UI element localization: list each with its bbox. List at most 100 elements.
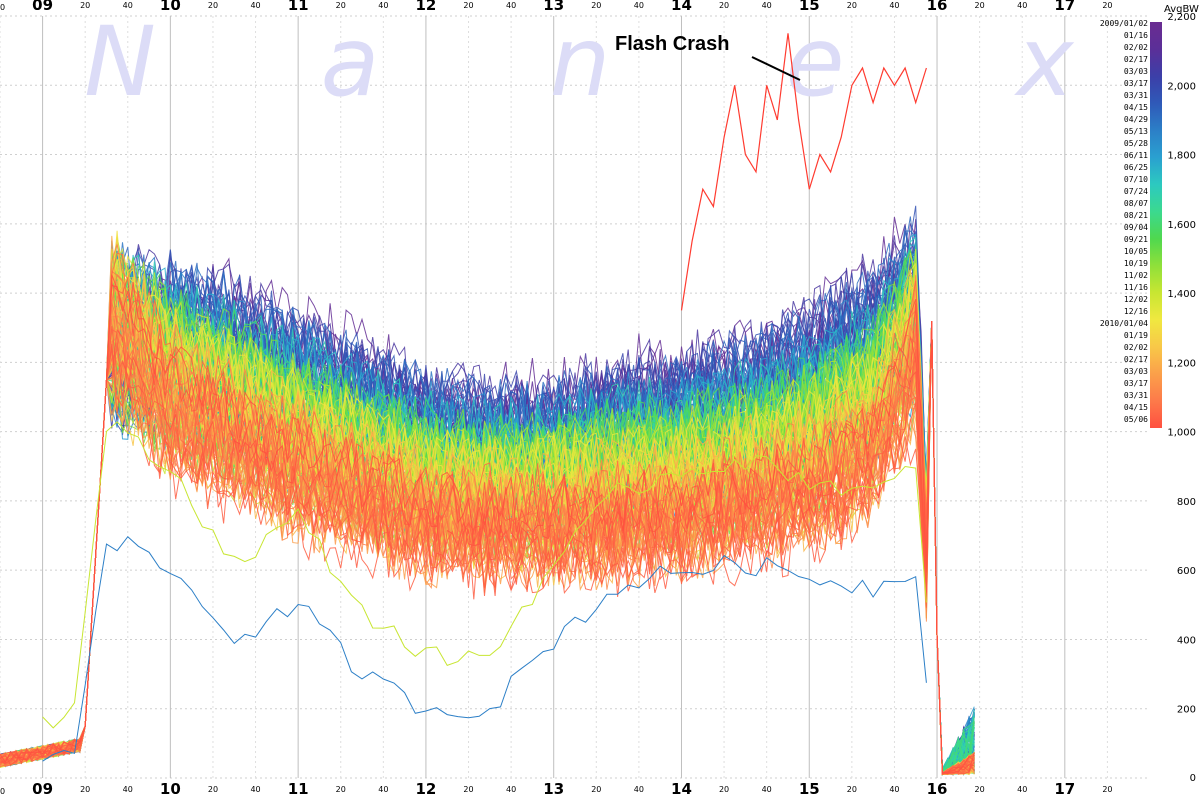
colorbar-date-label: 04/15 xyxy=(1124,403,1148,412)
colorbar-date-label: 01/16 xyxy=(1124,31,1148,40)
series-line-outlier xyxy=(42,421,927,729)
x-minute-label-bottom: 20 xyxy=(80,785,90,794)
x-minute-label-top: 40 xyxy=(123,1,133,10)
colorbar-date-label: 06/11 xyxy=(1124,151,1148,160)
colorbar-legend: AvgBW 2009/01/02 01/16 02/02 02/17 03/03 03/17… xyxy=(1100,4,1199,428)
series-line xyxy=(0,321,975,775)
colorbar-date-label: 07/24 xyxy=(1124,187,1148,196)
watermark-letter: x xyxy=(1014,6,1075,118)
x-minute-label-bottom: 20 xyxy=(719,785,729,794)
x-hour-label-bottom: 11 xyxy=(288,780,309,798)
x-minute-label-top: 40 xyxy=(250,1,260,10)
x-hour-label-bottom: 13 xyxy=(543,780,564,798)
x-hour-label-bottom: 12 xyxy=(415,780,436,798)
colorbar-date-label: 03/17 xyxy=(1124,79,1148,88)
watermark-letter: n xyxy=(550,6,611,118)
x-hour-label-bottom: 15 xyxy=(799,780,820,798)
x-hour-label-bottom: 10 xyxy=(160,780,181,798)
colorbar-date-label: 07/10 xyxy=(1124,175,1148,184)
x-minute-label-top: 40 xyxy=(634,1,644,10)
series-line xyxy=(0,233,975,775)
y-tick-label: 1,800 xyxy=(1167,151,1196,162)
x-hour-label-top: 14 xyxy=(671,0,692,14)
y-tick-label: 1,400 xyxy=(1167,289,1196,300)
x-minute-label-bottom: 40 xyxy=(889,785,899,794)
y-tick-label: 200 xyxy=(1177,705,1196,716)
x-minute-label-top: 20 xyxy=(336,1,346,10)
series-line xyxy=(0,244,975,774)
watermark-letter: e xyxy=(785,6,844,118)
colorbar-date-label: 04/15 xyxy=(1124,103,1148,112)
colorbar-date-label: 12/02 xyxy=(1124,295,1148,304)
x-minute-label-top: 40 xyxy=(889,1,899,10)
x-minute-label-top: 40 xyxy=(506,1,516,10)
series-line xyxy=(0,282,975,774)
colorbar-date-label: 03/31 xyxy=(1124,391,1148,400)
x-minute-label-top: 40 xyxy=(0,3,5,12)
x-minute-label-bottom: 20 xyxy=(463,785,473,794)
colorbar-gradient xyxy=(1150,22,1162,428)
colorbar-date-label: 02/17 xyxy=(1124,355,1148,364)
colorbar-date-label: 10/05 xyxy=(1124,247,1148,256)
y-tick-label: 0 xyxy=(1190,773,1196,784)
x-minute-label-top: 20 xyxy=(719,1,729,10)
x-minute-label-bottom: 40 xyxy=(506,785,516,794)
series-lines xyxy=(0,33,975,777)
x-minute-label-bottom: 40 xyxy=(0,787,5,796)
series-line xyxy=(0,252,975,775)
x-minute-label-bottom: 20 xyxy=(591,785,601,794)
colorbar-date-label: 09/04 xyxy=(1124,223,1148,232)
colorbar-date-label: 04/29 xyxy=(1124,115,1148,124)
x-hour-label-bottom: 17 xyxy=(1054,780,1075,798)
colorbar-date-label: 2009/01/02 xyxy=(1100,19,1148,28)
x-minute-label-top: 20 xyxy=(1102,1,1112,10)
x-minute-label-top: 20 xyxy=(591,1,601,10)
colorbar-date-label: 03/03 xyxy=(1124,67,1148,76)
x-minute-label-bottom: 20 xyxy=(975,785,985,794)
x-minute-label-top: 40 xyxy=(1017,1,1027,10)
y-tick-label: 2,000 xyxy=(1167,81,1196,92)
x-minute-label-bottom: 40 xyxy=(1017,785,1027,794)
x-hour-label-top: 16 xyxy=(927,0,948,14)
colorbar-date-label: 11/16 xyxy=(1124,283,1148,292)
x-minute-label-bottom: 40 xyxy=(123,785,133,794)
series-line xyxy=(0,248,975,775)
y-tick-label: 1,200 xyxy=(1167,358,1196,369)
x-hour-label-top: 09 xyxy=(32,0,53,14)
series-line xyxy=(0,321,975,774)
x-hour-label-bottom: 14 xyxy=(671,780,692,798)
x-hour-label-bottom: 09 xyxy=(32,780,53,798)
x-minute-label-bottom: 20 xyxy=(1102,785,1112,794)
x-hour-label-top: 17 xyxy=(1054,0,1075,14)
x-minute-label-bottom: 20 xyxy=(208,785,218,794)
x-minute-label-bottom: 40 xyxy=(762,785,772,794)
x-hour-label-top: 11 xyxy=(288,0,309,14)
x-minute-label-bottom: 20 xyxy=(847,785,857,794)
x-minute-label-bottom: 40 xyxy=(250,785,260,794)
y-tick-label: 2,200 xyxy=(1167,12,1196,23)
colorbar-title: AvgBW xyxy=(1164,4,1199,15)
colorbar-date-label: 12/16 xyxy=(1124,307,1148,316)
x-hour-label-top: 15 xyxy=(799,0,820,14)
x-minute-label-top: 20 xyxy=(208,1,218,10)
colorbar-date-label: 10/19 xyxy=(1124,259,1148,268)
x-minute-label-bottom: 20 xyxy=(336,785,346,794)
colorbar-date-label: 11/02 xyxy=(1124,271,1148,280)
colorbar-date-label: 08/07 xyxy=(1124,199,1148,208)
series-line-flash-crash xyxy=(680,33,927,311)
annotation-arrow xyxy=(751,56,801,81)
colorbar-date-label: 05/13 xyxy=(1124,127,1148,136)
colorbar-date-label: 02/02 xyxy=(1124,43,1148,52)
x-hour-label-bottom: 16 xyxy=(927,780,948,798)
colorbar-date-label: 09/21 xyxy=(1124,235,1148,244)
watermark-letter: a xyxy=(321,6,380,118)
x-hour-label-top: 10 xyxy=(160,0,181,14)
colorbar-date-label: 05/06 xyxy=(1124,415,1148,424)
colorbar-date-label: 05/28 xyxy=(1124,139,1148,148)
annotations: Flash Crash xyxy=(615,33,801,81)
colorbar-date-label: 03/03 xyxy=(1124,367,1148,376)
annotation-flash-crash: Flash Crash xyxy=(615,33,729,55)
x-minute-label-top: 20 xyxy=(80,1,90,10)
